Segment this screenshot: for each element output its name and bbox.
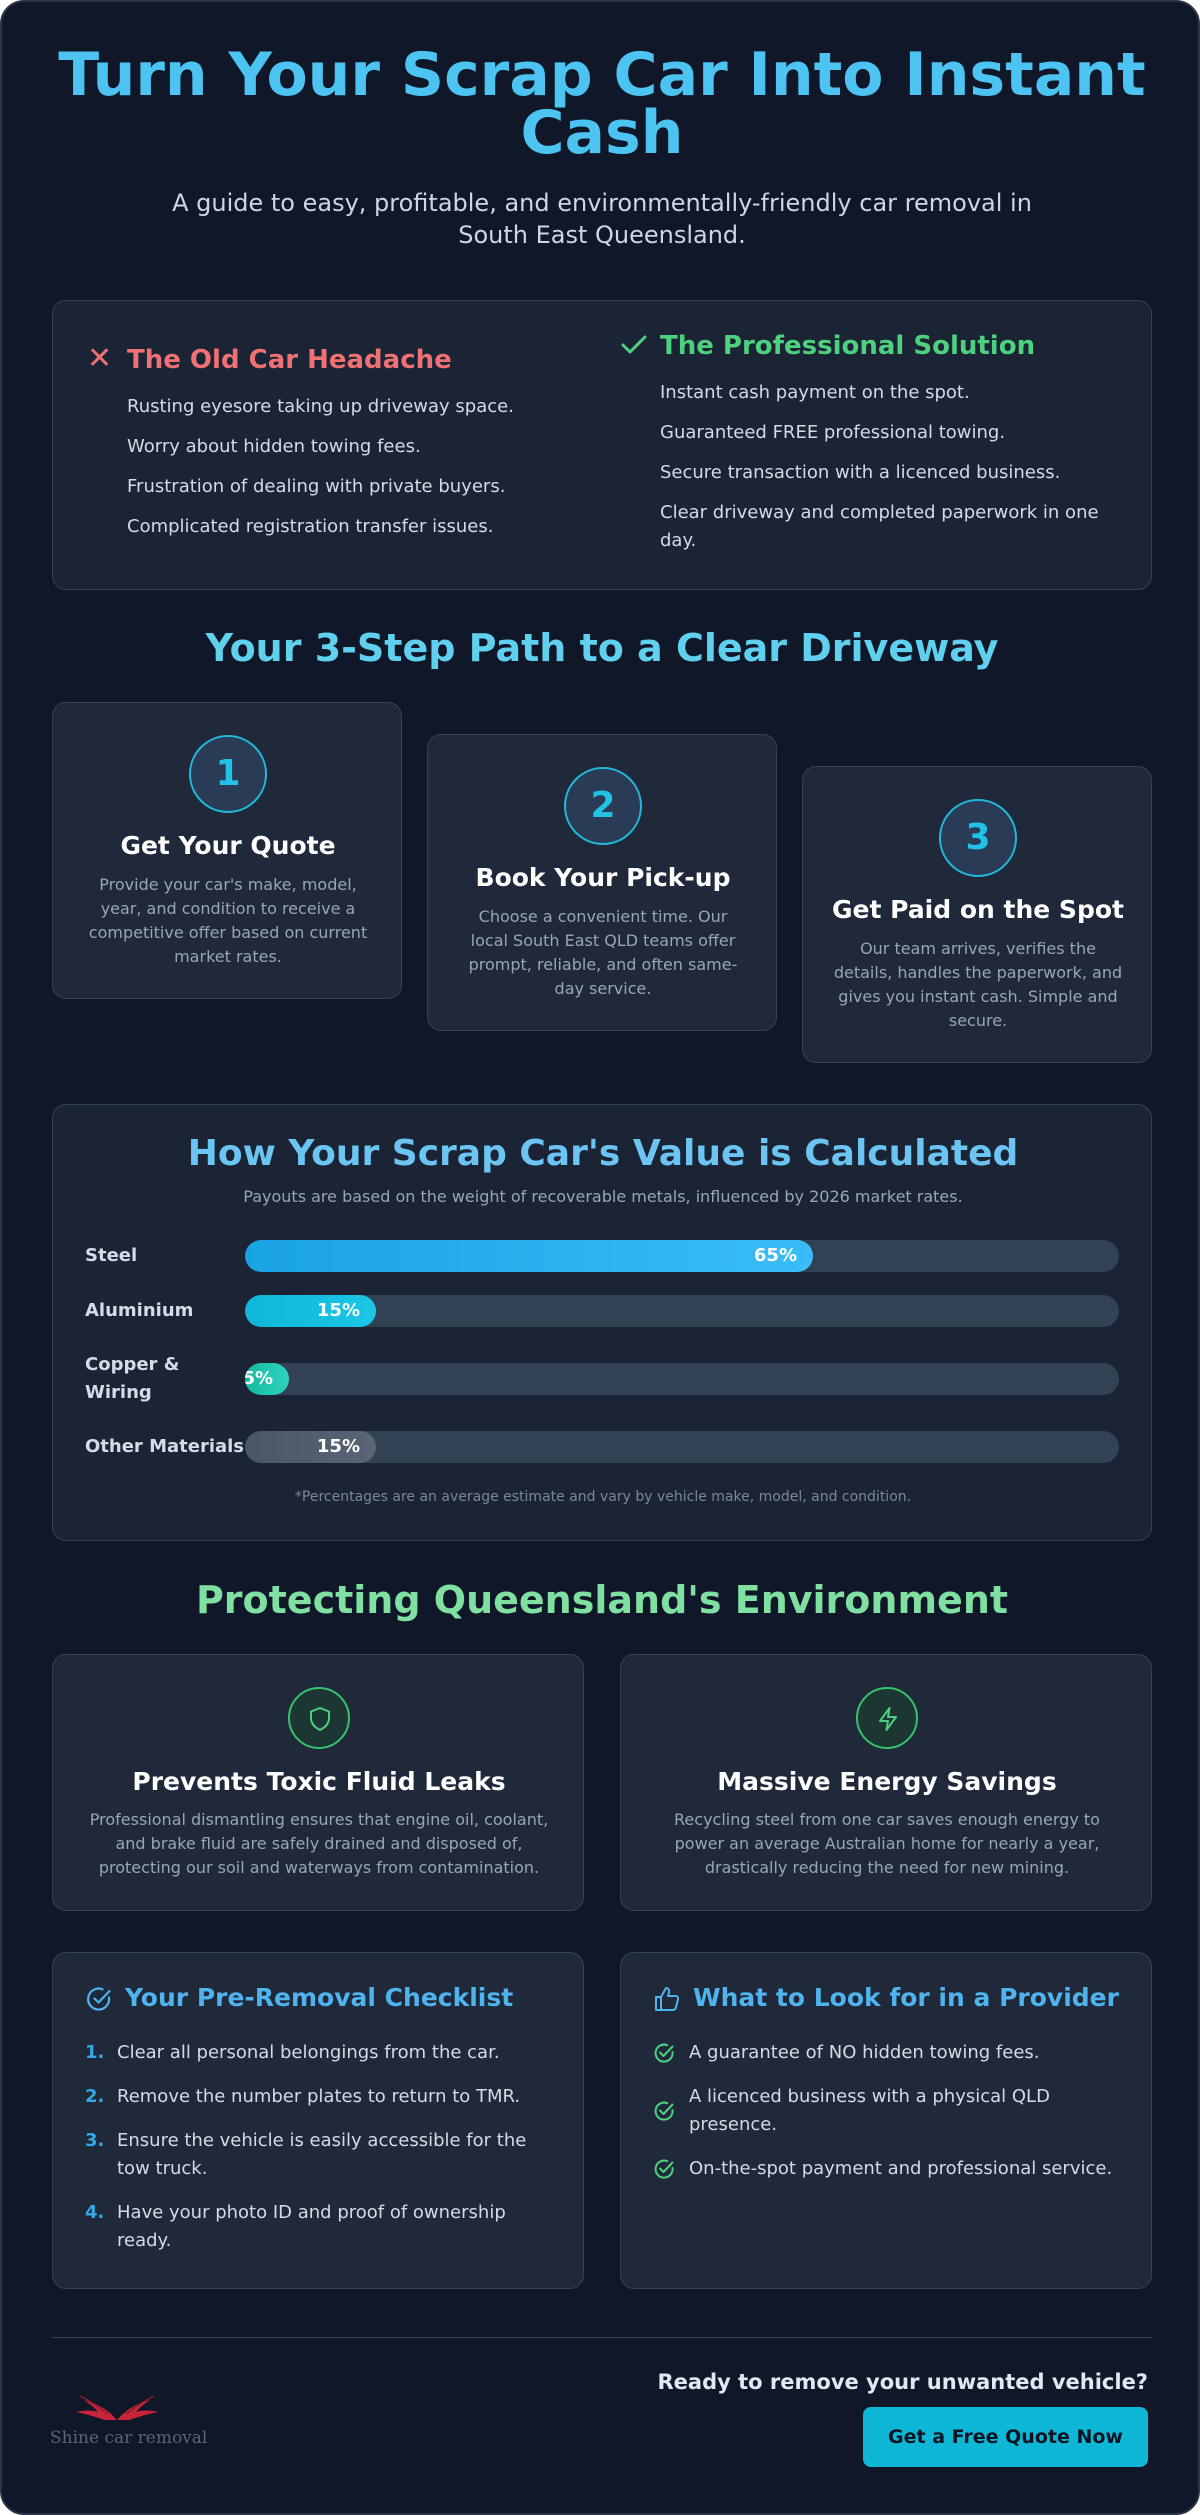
professional-solution-column: The Professional Solution Instant cash p… — [620, 331, 1120, 567]
value-breakdown-card: How Your Scrap Car's Value is Calculated… — [52, 1104, 1152, 1541]
list-text: A licenced business with a physical QLD … — [689, 2086, 1050, 2135]
value-subtitle: Payouts are based on the weight of recov… — [243, 1187, 963, 1206]
list-item: Rusting eyesore taking up driveway space… — [127, 396, 514, 417]
logo-text: Shine car removal — [50, 2428, 208, 2448]
old-car-title: The Old Car Headache — [127, 345, 452, 375]
page-subtitle: A guide to easy, profitable, and environ… — [152, 187, 1052, 251]
step-card-2: 2 Book Your Pick-up Choose a convenient … — [427, 734, 777, 1031]
thumbs-up-icon — [655, 1987, 680, 2011]
step-card-3: 3 Get Paid on the Spot Our team arrives,… — [802, 766, 1152, 1063]
bar-value-aluminium: 15% — [316, 1300, 360, 1321]
shield-icon — [288, 1687, 350, 1749]
provider-criteria-card: What to Look for in a Provider A guarant… — [620, 1952, 1152, 2289]
list-item: Worry about hidden towing fees. — [127, 436, 421, 457]
company-logo: Shine car removal — [48, 2390, 207, 2450]
list-text: Clear all personal belongings from the c… — [117, 2042, 500, 2063]
step-title: Get Your Quote — [120, 831, 336, 860]
env-card-title: Massive Energy Savings — [717, 1767, 1057, 1796]
wings-logo-icon — [76, 2395, 158, 2420]
list-item: Complicated registration transfer issues… — [127, 516, 494, 537]
step-number-badge: 2 — [564, 767, 642, 845]
list-text: Ensure the vehicle is easily accessible … — [117, 2130, 527, 2179]
page-subtitle-line-2: South East Queensland. — [458, 221, 746, 249]
step-number-badge: 3 — [939, 799, 1017, 877]
bar-track-steel: 65% — [245, 1240, 1119, 1272]
bar-label-steel: Steel — [85, 1245, 138, 1266]
old-car-column: ✕ The Old Car Headache Rusting eyesore t… — [87, 341, 567, 553]
list-item: Guaranteed FREE professional towing. — [660, 422, 1006, 443]
list-text: Have your photo ID and proof of ownershi… — [117, 2202, 506, 2251]
professional-solution-title: The Professional Solution — [660, 331, 1036, 361]
page-title: Turn Your Scrap Car Into Instant Cash — [2, 40, 1198, 168]
page-subtitle-line-1: A guide to easy, profitable, and environ… — [172, 189, 1032, 217]
bar-track-copper-wiring: 5% — [245, 1363, 1119, 1395]
env-card-description: Professional dismantling ensures that en… — [89, 1810, 549, 1877]
old-car-heading: ✕ The Old Car Headache — [87, 341, 567, 385]
list-number: 1. — [85, 2042, 105, 2063]
bar-value-steel: 65% — [753, 1245, 797, 1266]
value-footnote: *Percentages are an average estimate and… — [294, 1489, 912, 1505]
list-number: 3. — [85, 2130, 105, 2151]
bar-label-copper-wiring: Copper & Wiring — [85, 1354, 180, 1403]
bar-fill-other-materials: 15% — [245, 1431, 376, 1463]
check-icon — [620, 333, 648, 364]
x-icon: ✕ — [87, 341, 113, 376]
get-free-quote-button[interactable]: Get a Free Quote Now — [863, 2407, 1148, 2467]
list-text: A guarantee of NO hidden towing fees. — [689, 2042, 1040, 2063]
comparison-card: ✕ The Old Car Headache Rusting eyesore t… — [52, 300, 1152, 590]
list-number: 4. — [85, 2202, 105, 2223]
value-title: How Your Scrap Car's Value is Calculated — [187, 1133, 1019, 1174]
bar-fill-copper-wiring: 5% — [245, 1363, 289, 1395]
env-card-toxic-fluids: Prevents Toxic Fluid Leaks Professional … — [52, 1654, 584, 1911]
cta-prompt: Ready to remove your unwanted vehicle? — [657, 2370, 1148, 2394]
bar-label-other-materials: Other Materials — [85, 1436, 245, 1457]
provider-title: What to Look for in a Provider — [693, 1983, 1119, 2012]
page-title-line-1: Turn Your Scrap Car Into Instant — [58, 40, 1146, 110]
step-card-1: 1 Get Your Quote Provide your car's make… — [52, 702, 402, 999]
env-card-title: Prevents Toxic Fluid Leaks — [132, 1767, 506, 1796]
env-card-energy-savings: Massive Energy Savings Recycling steel f… — [620, 1654, 1152, 1911]
bar-track-other-materials: 15% — [245, 1431, 1119, 1463]
circle-check-icon — [654, 2101, 674, 2121]
steps-section-title: Your 3-Step Path to a Clear Driveway — [205, 626, 999, 670]
bar-value-other-materials: 15% — [316, 1436, 360, 1457]
list-item: Clear driveway and completed paperwork i… — [660, 502, 1099, 551]
pre-removal-checklist-card: Your Pre-Removal Checklist 1. Clear all … — [52, 1952, 584, 2289]
professional-solution-heading: The Professional Solution — [620, 331, 1120, 371]
step-title: Get Paid on the Spot — [832, 895, 1124, 924]
step-description: Provide your car's make, model, year, an… — [88, 875, 368, 966]
bar-fill-steel: 65% — [245, 1240, 813, 1272]
bar-label-aluminium: Aluminium — [85, 1300, 194, 1321]
professional-solution-list: Instant cash payment on the spot. Guaran… — [660, 379, 1120, 555]
circle-check-icon — [654, 2159, 674, 2179]
bar-track-aluminium: 15% — [245, 1295, 1119, 1327]
circle-check-icon — [87, 1987, 111, 2011]
footer-divider — [52, 2337, 1152, 2338]
page-title-line-2: Cash — [520, 98, 684, 168]
env-card-description: Recycling steel from one car saves enoug… — [674, 1810, 1100, 1877]
step-description: Choose a convenient time. Our local Sout… — [468, 907, 738, 998]
list-text: On-the-spot payment and professional ser… — [689, 2158, 1113, 2179]
step-number-badge: 1 — [189, 735, 267, 813]
step-description: Our team arrives, verifies the details, … — [833, 939, 1123, 1030]
bar-fill-aluminium: 15% — [245, 1295, 376, 1327]
list-item: Frustration of dealing with private buye… — [127, 476, 506, 497]
list-item: Secure transaction with a licenced busin… — [660, 462, 1061, 483]
step-title: Book Your Pick-up — [475, 863, 731, 892]
list-text: Remove the number plates to return to TM… — [117, 2086, 521, 2107]
checklist-title: Your Pre-Removal Checklist — [125, 1983, 514, 2012]
old-car-list: Rusting eyesore taking up driveway space… — [127, 393, 567, 541]
list-item: Instant cash payment on the spot. — [660, 382, 970, 403]
lightning-bolt-icon — [856, 1687, 918, 1749]
environment-section-title: Protecting Queensland's Environment — [195, 1578, 1009, 1622]
list-number: 2. — [85, 2086, 105, 2107]
bar-value-copper-wiring: 5% — [245, 1368, 273, 1389]
circle-check-icon — [654, 2043, 674, 2063]
